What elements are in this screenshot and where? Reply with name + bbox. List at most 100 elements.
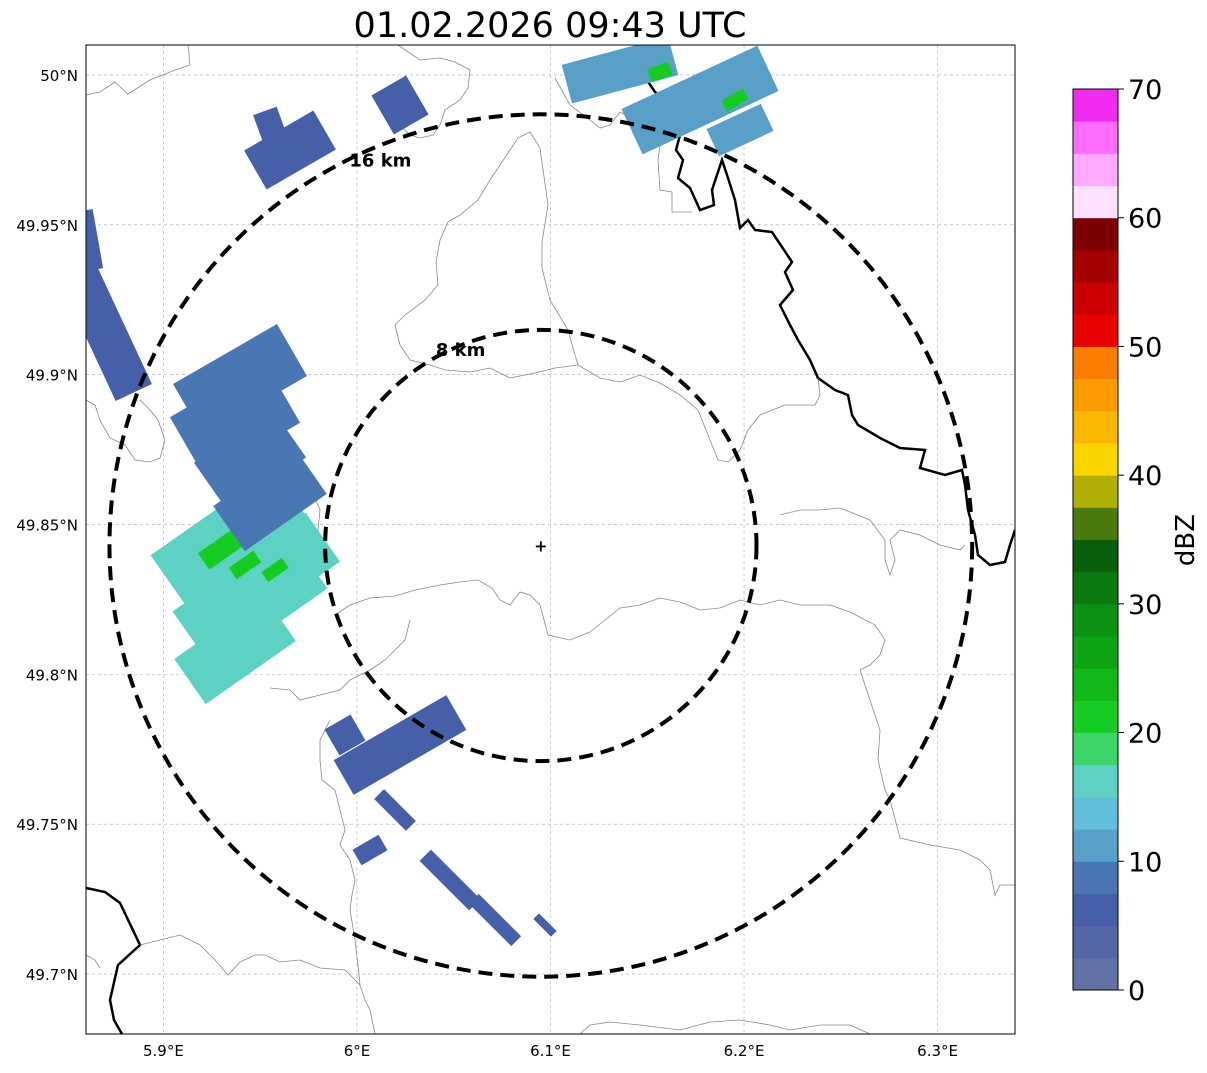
echo-band-southeast — [533, 913, 557, 937]
figure-title: 01.02.2026 09:43 UTC — [354, 6, 747, 46]
colorbar-segment — [1073, 700, 1118, 734]
graticule — [86, 45, 1015, 1034]
lat-tick-label: 50°N — [40, 67, 78, 85]
map-frame — [85, 44, 1016, 1035]
range-ring-8km — [323, 327, 759, 764]
echo-cell-west-upper — [169, 362, 301, 478]
admin-border-12 — [319, 719, 376, 1034]
latitude-axis: 50°N 49.95°N 49.9°N 49.85°N 49.8°N 49.75°N 49.… — [16, 67, 78, 984]
lat-tick-label: 49.8°N — [26, 666, 78, 684]
lat-tick-label: 49.75°N — [16, 816, 78, 834]
colorbar: 0 10 20 30 40 50 60 70 — [1072, 75, 1162, 1007]
echo-cell-west-core — [228, 550, 262, 580]
range-rings: 8 km 16 km — [107, 112, 975, 979]
colorbar-segment — [1073, 185, 1118, 219]
precipitation-layer — [86, 45, 779, 947]
colorbar-segment — [1073, 475, 1118, 508]
lon-tick-label: 6°E — [344, 1042, 371, 1060]
admin-border-6 — [86, 399, 166, 463]
colorbar-segment — [1073, 636, 1118, 669]
admin-border-11 — [779, 507, 966, 577]
admin-border-1 — [86, 45, 191, 96]
admin-border-4 — [539, 147, 579, 366]
echo-cell-west-core — [197, 530, 243, 570]
colorbar-tick-label: 50 — [1128, 332, 1162, 363]
colorbar-segment — [1073, 507, 1118, 540]
colorbar-tick-label: 10 — [1128, 847, 1162, 878]
echo-cell-south — [352, 834, 388, 866]
echo-cell-north — [621, 45, 779, 155]
colorbar-tick-label: 30 — [1128, 590, 1162, 621]
lat-tick-label: 49.9°N — [26, 367, 78, 385]
colorbar-segment — [1073, 539, 1118, 573]
echo-edge-west — [86, 209, 104, 271]
echo-cell-north-core — [647, 61, 673, 83]
admin-border-15 — [86, 954, 101, 969]
admin-border-8 — [334, 579, 886, 671]
echo-cell-north — [706, 103, 774, 157]
colorbar-segment — [1073, 893, 1118, 927]
colorbar-tick-label: 60 — [1128, 204, 1162, 235]
lat-tick-label: 49.95°N — [16, 217, 78, 235]
echo-band-southeast — [374, 789, 416, 831]
colorbar-segment — [1073, 249, 1118, 283]
radar-site-marker: + — [534, 536, 547, 555]
colorbar-segment — [1073, 861, 1118, 894]
colorbar-segment — [1073, 957, 1118, 991]
echo-band-southeast — [468, 893, 522, 947]
lat-tick-label: 49.7°N — [26, 966, 78, 984]
admin-border-9 — [269, 619, 411, 701]
colorbar-tick-label: 70 — [1128, 75, 1162, 106]
colorbar-segment — [1073, 410, 1118, 444]
country-border-east — [638, 45, 1015, 567]
lon-tick-label: 6.3°E — [917, 1042, 958, 1060]
colorbar-segment — [1073, 571, 1118, 605]
lon-tick-label: 6.1°E — [530, 1042, 571, 1060]
admin-border-2 — [397, 45, 471, 139]
range-ring-16km — [107, 112, 975, 979]
colorbar-segment — [1073, 764, 1118, 798]
lat-tick-label: 49.85°N — [16, 517, 78, 535]
colorbar-segment — [1073, 732, 1118, 766]
lon-tick-label: 6.2°E — [724, 1042, 765, 1060]
colorbar-segment — [1073, 378, 1118, 412]
echo-cell-northwest — [371, 75, 429, 135]
colorbar-label: dBZ — [1171, 514, 1201, 566]
admin-border-3 — [394, 131, 821, 463]
colorbar-segment — [1073, 153, 1118, 187]
echo-cell-west-core — [261, 557, 289, 583]
colorbar-segment — [1073, 796, 1118, 830]
colorbar-tick-label: 0 — [1128, 976, 1145, 1007]
echo-band-southeast — [419, 849, 481, 911]
echo-cell-west-large — [240, 512, 340, 608]
echo-cell-south — [333, 695, 467, 795]
colorbar-tick-label: 40 — [1128, 461, 1162, 492]
lon-tick-label: 5.9°E — [143, 1042, 184, 1060]
borders — [86, 45, 1015, 1034]
echo-cell-west-large — [174, 595, 296, 705]
colorbar-segment — [1073, 121, 1118, 154]
country-border-southwest — [86, 886, 142, 1034]
colorbar-segment — [1073, 668, 1118, 701]
colorbar-segment — [1073, 346, 1118, 380]
admin-border-14 — [579, 1019, 871, 1034]
colorbar-segment — [1073, 89, 1118, 122]
echo-edge-west — [86, 239, 152, 401]
echo-cell-north-core — [721, 88, 749, 112]
longitude-axis: 5.9°E 6°E 6.1°E 6.2°E 6.3°E — [143, 1042, 958, 1060]
admin-border-13 — [139, 934, 361, 986]
echo-cell-northwest — [253, 106, 287, 144]
echo-cell-south — [324, 714, 366, 756]
colorbar-tick-label: 20 — [1128, 719, 1162, 750]
colorbar-segment — [1073, 925, 1118, 959]
range-ring-label: 16 km — [349, 150, 411, 171]
echo-cell-north — [561, 45, 679, 104]
echo-cell-west-upper — [213, 448, 327, 552]
colorbar-segment — [1073, 282, 1118, 315]
admin-border-10 — [859, 669, 1015, 897]
colorbar-segment — [1073, 603, 1118, 637]
range-ring-label: 8 km — [436, 340, 486, 361]
colorbar-segment — [1073, 314, 1118, 347]
